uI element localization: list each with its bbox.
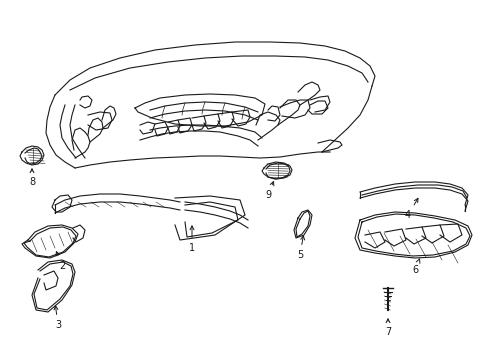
Text: 2: 2 (56, 252, 65, 271)
Text: 4: 4 (404, 198, 417, 220)
Text: 5: 5 (296, 236, 304, 260)
Text: 9: 9 (264, 181, 273, 200)
Text: 1: 1 (188, 226, 195, 253)
Text: 7: 7 (384, 319, 390, 337)
Text: 3: 3 (54, 306, 61, 330)
Text: 6: 6 (411, 259, 419, 275)
Text: 8: 8 (29, 169, 35, 187)
